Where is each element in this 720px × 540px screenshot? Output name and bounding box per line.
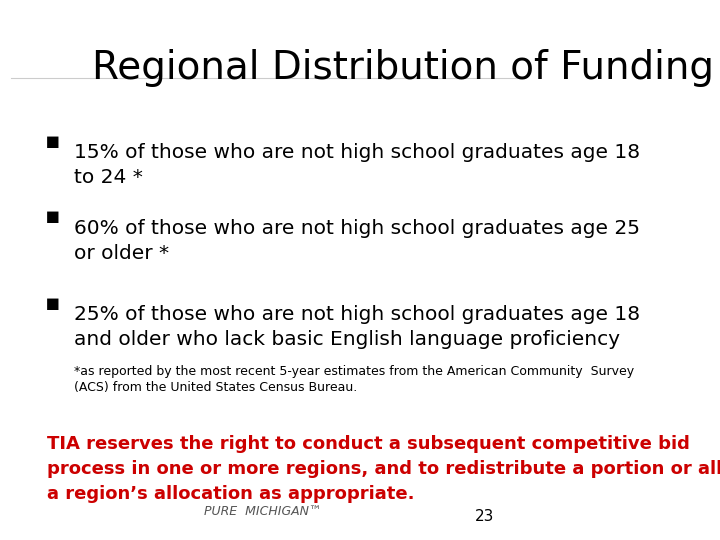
- Text: *as reported by the most recent 5-year estimates from the American Community  Su: *as reported by the most recent 5-year e…: [73, 364, 634, 395]
- Text: 23: 23: [475, 509, 495, 524]
- Text: 25% of those who are not high school graduates age 18
and older who lack basic E: 25% of those who are not high school gra…: [73, 305, 640, 349]
- Text: 15% of those who are not high school graduates age 18
to 24 *: 15% of those who are not high school gra…: [73, 143, 640, 187]
- Text: TIA reserves the right to conduct a subsequent competitive bid
process in one or: TIA reserves the right to conduct a subs…: [48, 435, 720, 503]
- Text: ▪: ▪: [45, 130, 60, 153]
- Text: 60% of those who are not high school graduates age 25
or older *: 60% of those who are not high school gra…: [73, 219, 639, 262]
- Text: PURE  MICHIGAN™: PURE MICHIGAN™: [204, 505, 322, 518]
- Text: ▪: ▪: [45, 292, 60, 315]
- Text: Regional Distribution of Funding: Regional Distribution of Funding: [92, 49, 714, 86]
- Text: ▪: ▪: [45, 205, 60, 228]
